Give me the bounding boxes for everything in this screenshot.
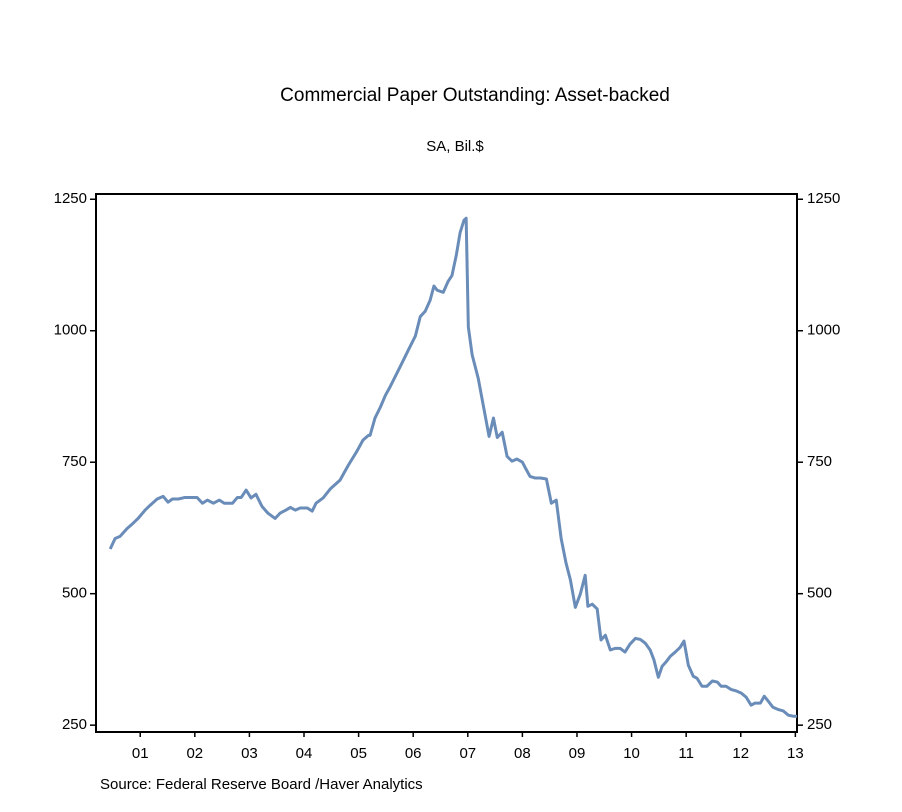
x-tick-label: 05 [350, 745, 367, 762]
y-tick-label: 750 [62, 453, 87, 470]
chart-subtitle: SA, Bil.$ [426, 138, 484, 155]
chart-title: Commercial Paper Outstanding: Asset-back… [280, 85, 670, 106]
source-note: Source: Federal Reserve Board /Haver Ana… [100, 776, 423, 793]
x-tick-label: 12 [732, 745, 749, 762]
x-tick-label: 11 [678, 745, 694, 762]
x-tick-label: 07 [459, 745, 476, 762]
x-tick-label: 06 [405, 745, 422, 762]
plot-frame [95, 193, 798, 733]
series-line [108, 216, 797, 718]
x-tick-label: 01 [132, 745, 149, 762]
y2-tick-label: 750 [807, 453, 832, 470]
x-tick-label: 09 [569, 745, 586, 762]
x-tick-label: 02 [186, 745, 203, 762]
y2-tick-label: 1000 [807, 322, 840, 339]
x-tick-label: 13 [787, 745, 804, 762]
y2-tick-label: 250 [807, 716, 832, 733]
y-tick-label: 250 [62, 716, 87, 733]
y2-tick-label: 1250 [807, 190, 840, 207]
y-tick-label: 1250 [54, 190, 87, 207]
y-tick-label: 500 [62, 585, 87, 602]
y2-tick-label: 500 [807, 585, 832, 602]
x-tick-label: 03 [241, 745, 258, 762]
x-tick-label: 04 [296, 745, 313, 762]
y-tick-label: 1000 [54, 322, 87, 339]
x-tick-label: 08 [514, 745, 531, 762]
x-tick-label: 10 [623, 745, 640, 762]
